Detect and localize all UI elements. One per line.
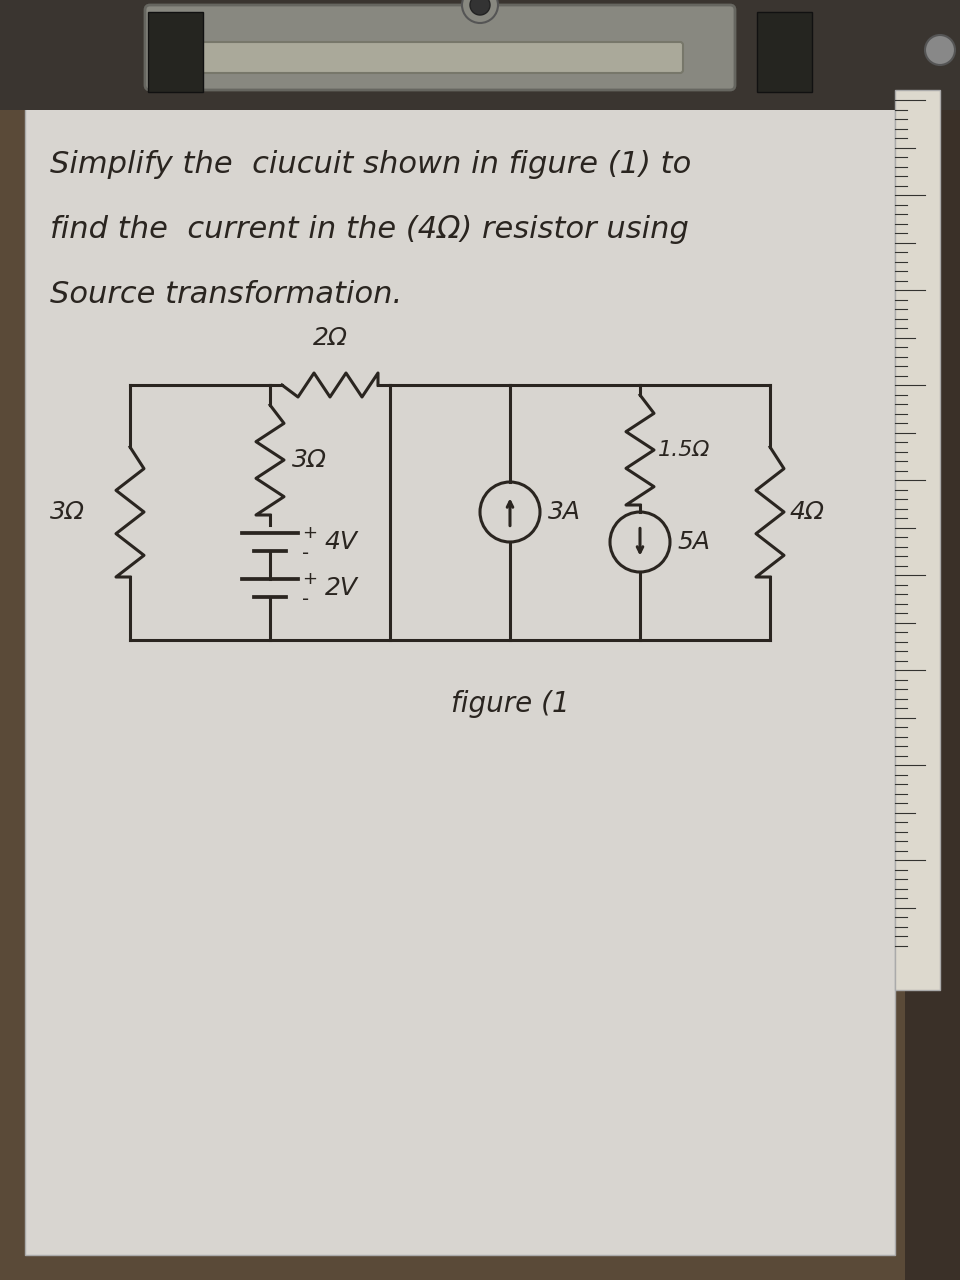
Text: find the  current in the (4Ω) resistor using: find the current in the (4Ω) resistor us…: [50, 215, 689, 244]
Text: +: +: [302, 570, 317, 588]
Text: -: -: [302, 590, 309, 608]
Circle shape: [462, 0, 498, 23]
FancyBboxPatch shape: [0, 0, 960, 110]
Circle shape: [925, 35, 955, 65]
Text: +: +: [302, 524, 317, 541]
Circle shape: [470, 0, 490, 15]
FancyBboxPatch shape: [905, 0, 960, 1280]
FancyBboxPatch shape: [145, 5, 735, 90]
Text: 5A: 5A: [678, 530, 711, 554]
Text: 4V: 4V: [325, 530, 358, 554]
Text: 1.5Ω: 1.5Ω: [658, 440, 710, 460]
FancyBboxPatch shape: [25, 95, 895, 1254]
Text: 3Ω: 3Ω: [292, 448, 327, 472]
FancyBboxPatch shape: [757, 12, 812, 92]
Text: Source transformation.: Source transformation.: [50, 280, 402, 308]
Text: 2V: 2V: [325, 576, 358, 600]
Text: 3A: 3A: [548, 500, 581, 524]
Text: 3Ω: 3Ω: [50, 500, 85, 524]
FancyBboxPatch shape: [895, 90, 940, 989]
Text: 2Ω: 2Ω: [313, 326, 348, 349]
Text: -: -: [302, 544, 309, 562]
FancyBboxPatch shape: [197, 42, 683, 73]
Text: figure (1: figure (1: [450, 690, 569, 718]
FancyBboxPatch shape: [148, 12, 203, 92]
Text: Simplify the  ciucuit shown in figure (1) to: Simplify the ciucuit shown in figure (1)…: [50, 150, 691, 179]
Text: 4Ω: 4Ω: [790, 500, 825, 524]
